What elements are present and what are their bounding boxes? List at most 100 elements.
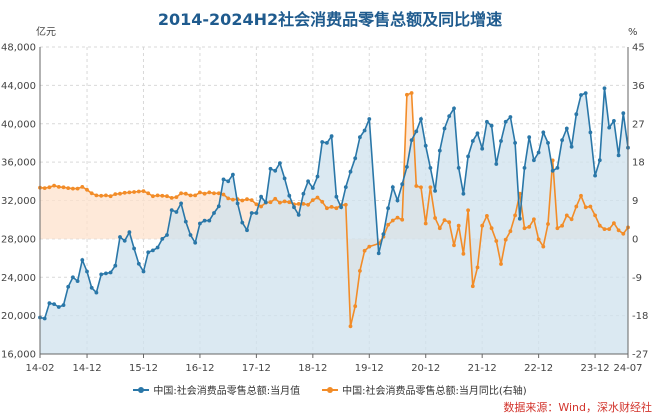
yoy-point [193,193,198,198]
yoy-point [569,217,574,222]
retail-sales-point [447,114,452,118]
yoy-point [386,222,390,227]
legend-item-retail-sales: 中国:社会消费品零售总额:当月值 [133,382,300,397]
retail-sales-point [508,115,513,119]
left-tick-label: 16,000 [1,350,36,361]
retail-sales-point [522,166,527,170]
x-tick-label: 17-12 [242,363,271,374]
retail-sales-point [296,213,301,217]
retail-sales-point [470,139,475,143]
yoy-point [579,193,583,198]
x-tick-label: 15-12 [129,363,158,374]
yoy-point [583,205,588,210]
legend: 中国:社会消费品零售总额:当月值 中国:社会消费品零售总额:当月同比(右轴) [0,382,660,397]
retail-sales-point [513,141,517,145]
yoy-point [245,197,249,202]
retail-sales-point [113,263,118,268]
yoy-point [452,243,456,248]
yoy-point [287,200,292,205]
yoy-point [160,193,165,198]
retail-sales-point [329,134,334,139]
retail-sales-point [188,233,193,237]
yoy-point [47,185,52,190]
retail-sales-point [339,205,343,210]
retail-sales-point [108,270,113,275]
x-tick-label: 18-12 [298,363,327,374]
retail-sales-point [80,258,85,262]
retail-sales-point [179,201,184,206]
retail-sales-point [414,129,419,134]
yoy-point [301,202,306,206]
yoy-point [485,214,489,218]
retail-sales-point [442,126,447,131]
retail-sales-point [47,301,52,306]
left-tick-label: 40,000 [1,119,36,130]
yoy-point [240,198,245,203]
retail-sales-point [560,138,564,143]
yoy-point [85,187,89,192]
yoy-point [99,193,104,198]
retail-sales-point [235,201,240,206]
yoy-point [621,231,626,236]
yoy-point [259,204,263,209]
retail-sales-point [118,235,122,239]
yoy-point [612,221,616,226]
right-tick-label: 36 [632,81,645,92]
retail-sales-point [362,128,367,133]
retail-sales-point [588,130,593,135]
retail-sales-point [240,220,245,225]
yoy-point [390,218,395,223]
retail-sales-point [155,245,160,250]
retail-sales-point [480,146,485,151]
right-axis-unit: % [628,27,638,38]
yoy-point [231,197,235,202]
right-tick-label: 18 [632,158,645,169]
retail-sales-point [315,174,320,179]
retail-sales-point [475,131,480,136]
retail-sales-point [405,165,409,169]
left-tick-label: 20,000 [1,311,36,322]
yoy-point [151,194,155,199]
yoy-point [89,191,94,196]
yoy-point [127,190,132,195]
retail-sales-point [146,250,151,255]
retail-sales-point [141,269,146,274]
retail-sales-point [550,168,555,173]
yoy-point [447,220,452,225]
yoy-point [155,193,160,198]
yoy-point [593,213,597,218]
retail-sales-point [593,173,597,178]
yoy-point [320,199,325,204]
right-tick-label: 9 [632,196,638,207]
retail-sales-point [386,206,390,211]
source-note: 数据来源：Wind，深水财经社 [503,401,652,414]
legend-swatch-orange [322,386,339,393]
yoy-point [480,223,485,228]
x-tick-label: 14-12 [73,363,102,374]
retail-sales-point [66,284,71,289]
left-tick-label: 32,000 [1,196,36,207]
retail-sales-point [452,106,456,111]
retail-sales-point [56,305,61,309]
retail-sales-point [282,176,287,181]
left-tick-label: 36,000 [1,158,36,169]
retail-sales-point [381,232,386,237]
retail-sales-point [555,166,560,170]
retail-sales-point [52,302,56,306]
yoy-point [296,202,301,206]
yoy-point [268,200,273,205]
yoy-point [560,223,564,228]
yoy-point [602,227,607,232]
retail-sales-point [409,138,414,143]
retail-sales-point [287,193,292,198]
yoy-point [461,251,466,256]
right-tick-label: -18 [632,311,648,322]
yoy-point [555,226,560,231]
retail-sales-point [546,141,550,145]
retail-sales-point [254,211,259,215]
left-axis-unit: 亿元 [36,25,56,38]
retail-sales-point [193,240,198,245]
retail-sales-point [583,91,588,95]
yoy-point [212,191,216,196]
yoy-point [306,202,310,207]
